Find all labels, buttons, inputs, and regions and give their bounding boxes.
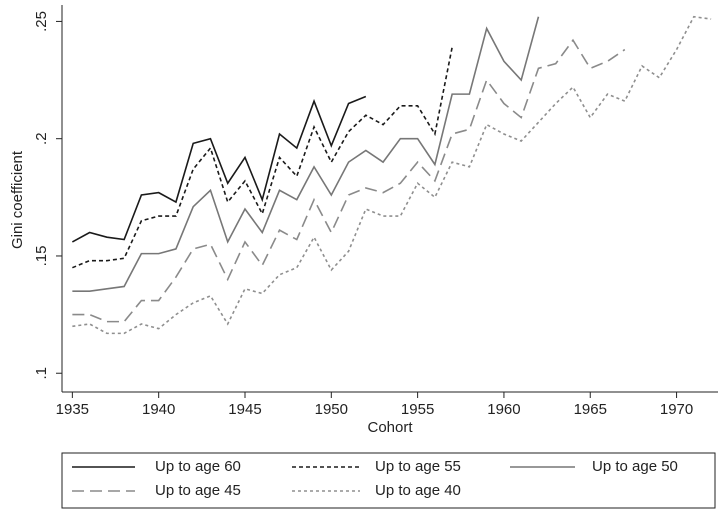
series-line: [71, 95, 367, 243]
x-tick-label: 1955: [401, 401, 434, 418]
x-tick-label: 1960: [487, 401, 520, 418]
x-tick-label: 1950: [315, 401, 348, 418]
legend-box: [61, 452, 716, 509]
y-tick-label: .15: [33, 246, 50, 267]
legend-label: Up to age 60: [155, 458, 241, 475]
x-tick-label: 1940: [142, 401, 175, 418]
legend-label: Up to age 45: [155, 482, 241, 499]
series-line: [72, 16, 540, 292]
y-axis-label: Gini coefficient: [9, 150, 26, 249]
series-line: [72, 38, 626, 323]
x-tick-label: 1965: [574, 401, 607, 418]
series-line: [72, 47, 453, 269]
x-tick-label: 1935: [56, 401, 89, 418]
y-tick-label: .2: [33, 132, 50, 145]
x-tick-label: 1945: [228, 401, 261, 418]
legend-label: Up to age 40: [375, 482, 461, 499]
y-tick-label: .25: [33, 11, 50, 32]
y-tick-label: .1: [33, 367, 50, 380]
x-tick-label: 1970: [660, 401, 693, 418]
legend-label: Up to age 55: [375, 458, 461, 475]
x-axis-label: Cohort: [367, 419, 413, 436]
series-line: [72, 15, 712, 335]
legend-label: Up to age 50: [592, 458, 678, 475]
